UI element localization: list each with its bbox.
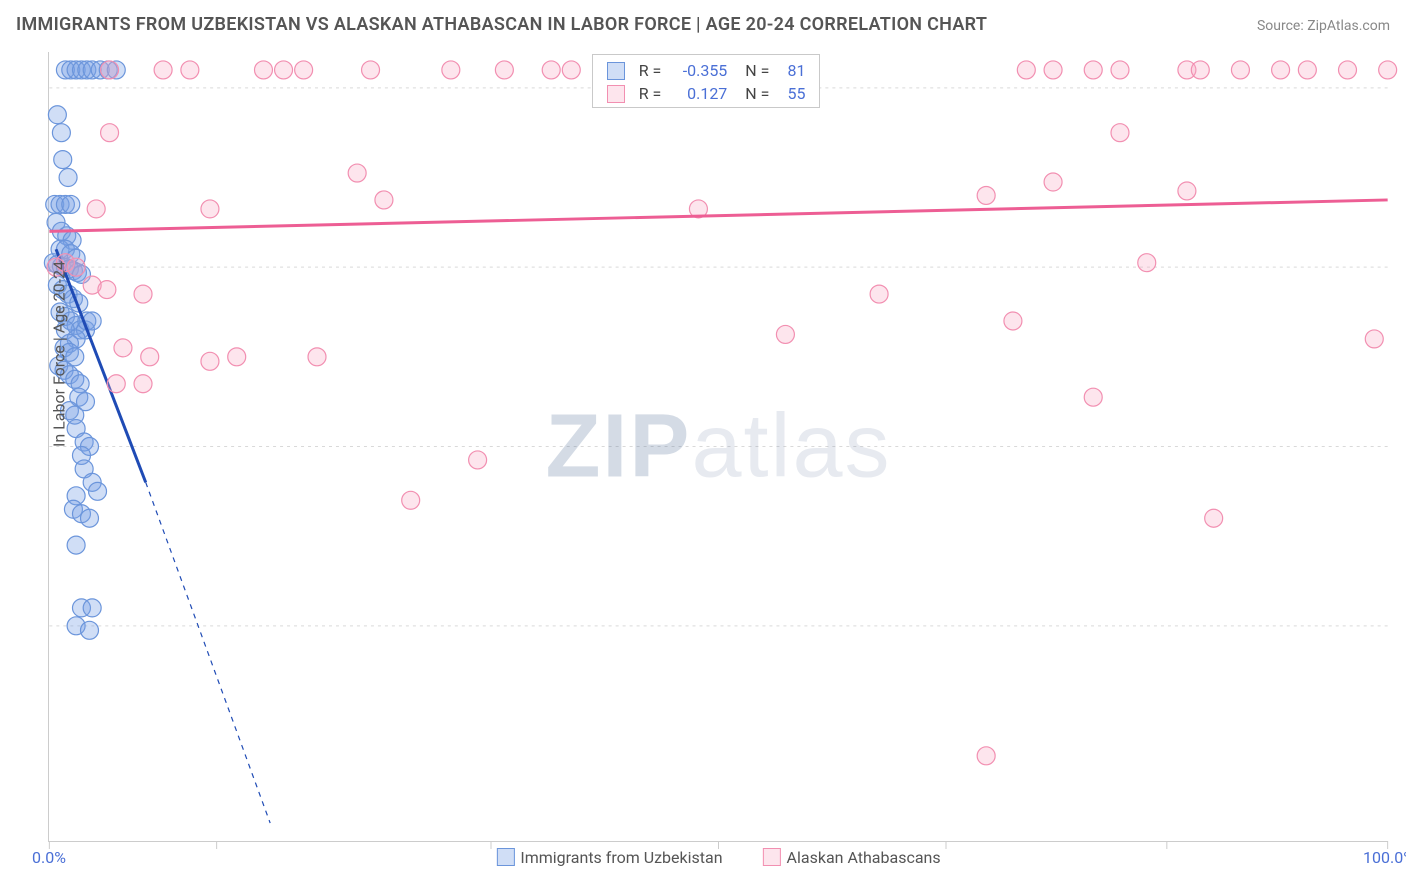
scatter-point xyxy=(308,348,326,366)
scatter-point xyxy=(776,325,794,343)
legend-item: Alaskan Athabascans xyxy=(763,848,941,867)
correlation-legend: R = -0.355 N = 81 R = 0.127 N = 55 xyxy=(592,54,821,108)
scatter-point xyxy=(154,61,172,79)
n-value: 81 xyxy=(777,61,805,80)
chart-container: IMMIGRANTS FROM UZBEKISTAN VS ALASKAN AT… xyxy=(0,0,1406,892)
scatter-point xyxy=(1205,509,1223,527)
scatter-point xyxy=(83,599,101,617)
scatter-point xyxy=(54,151,72,169)
scatter-point xyxy=(114,339,132,357)
scatter-point xyxy=(1298,61,1316,79)
n-label: N = xyxy=(745,61,769,80)
series-legend: Immigrants from Uzbekistan Alaskan Athaba… xyxy=(496,848,940,867)
scatter-point xyxy=(81,509,99,527)
scatter-point xyxy=(1178,182,1196,200)
y-tick-label: 100.0% xyxy=(1388,86,1406,105)
legend-label: Alaskan Athabascans xyxy=(787,848,941,867)
scatter-point xyxy=(1339,61,1357,79)
scatter-point xyxy=(1044,61,1062,79)
scatter-point xyxy=(1084,61,1102,79)
r-value: 0.127 xyxy=(669,84,727,103)
scatter-point xyxy=(181,61,199,79)
y-tick-label: 40.0% xyxy=(1388,625,1406,644)
scatter-point xyxy=(442,61,460,79)
scatter-point xyxy=(254,61,272,79)
scatter-point xyxy=(1272,61,1290,79)
scatter-point xyxy=(62,195,80,213)
legend-swatch xyxy=(607,62,625,80)
scatter-point xyxy=(67,536,85,554)
scatter-point xyxy=(1004,312,1022,330)
legend-swatch xyxy=(763,848,781,866)
scatter-point xyxy=(469,451,487,469)
scatter-point xyxy=(375,191,393,209)
y-tick-label: 60.0% xyxy=(1388,445,1406,464)
legend-row: R = 0.127 N = 55 xyxy=(593,82,820,105)
n-label: N = xyxy=(745,84,769,103)
scatter-point xyxy=(101,61,119,79)
scatter-point xyxy=(870,285,888,303)
scatter-point xyxy=(87,200,105,218)
legend-item: Immigrants from Uzbekistan xyxy=(496,848,722,867)
plot-area: ZIPatlas R =-0.355N =81R =0.127N =55 In … xyxy=(48,52,1388,842)
legend-row: R = -0.355 N = 81 xyxy=(593,59,820,82)
chart-title: IMMIGRANTS FROM UZBEKISTAN VS ALASKAN AT… xyxy=(16,14,987,35)
legend-swatch xyxy=(607,85,625,103)
scatter-point xyxy=(402,491,420,509)
source-attribution: Source: ZipAtlas.com xyxy=(1257,18,1390,34)
scatter-point xyxy=(295,61,313,79)
scatter-point xyxy=(134,375,152,393)
scatter-point xyxy=(1138,254,1156,272)
scatter-point xyxy=(977,747,995,765)
scatter-point xyxy=(89,482,107,500)
scatter-point xyxy=(1365,330,1383,348)
r-label: R = xyxy=(639,84,662,103)
trend-line xyxy=(49,200,1387,231)
n-value: 55 xyxy=(777,84,805,103)
scatter-point xyxy=(67,258,85,276)
scatter-point xyxy=(141,348,159,366)
scatter-point xyxy=(52,124,70,142)
scatter-point xyxy=(1111,124,1129,142)
x-tick-label: 100.0% xyxy=(1363,848,1406,867)
scatter-point xyxy=(348,164,366,182)
r-label: R = xyxy=(639,61,662,80)
scatter-point xyxy=(134,285,152,303)
scatter-point xyxy=(275,61,293,79)
scatter-point xyxy=(59,169,77,187)
scatter-point xyxy=(107,375,125,393)
scatter-point xyxy=(1379,61,1397,79)
legend-label: Immigrants from Uzbekistan xyxy=(520,848,722,867)
scatter-point xyxy=(362,61,380,79)
scatter-point xyxy=(201,200,219,218)
data-layer xyxy=(49,52,1388,841)
scatter-point xyxy=(495,61,513,79)
scatter-point xyxy=(228,348,246,366)
scatter-point xyxy=(1231,61,1249,79)
scatter-point xyxy=(81,621,99,639)
scatter-point xyxy=(1017,61,1035,79)
scatter-point xyxy=(1191,61,1209,79)
y-tick-label: 80.0% xyxy=(1388,265,1406,284)
scatter-point xyxy=(1044,173,1062,191)
scatter-point xyxy=(977,186,995,204)
trend-line-extrapolated xyxy=(146,482,270,823)
y-axis-label: In Labor Force | Age 20-24 xyxy=(50,260,69,446)
scatter-point xyxy=(542,61,560,79)
x-tick-label: 0.0% xyxy=(32,848,66,867)
scatter-point xyxy=(1084,388,1102,406)
scatter-point xyxy=(562,61,580,79)
scatter-point xyxy=(98,281,116,299)
scatter-point xyxy=(201,352,219,370)
scatter-point xyxy=(48,106,66,124)
legend-swatch xyxy=(496,848,514,866)
scatter-point xyxy=(1111,61,1129,79)
r-value: -0.355 xyxy=(669,61,727,80)
scatter-point xyxy=(101,124,119,142)
